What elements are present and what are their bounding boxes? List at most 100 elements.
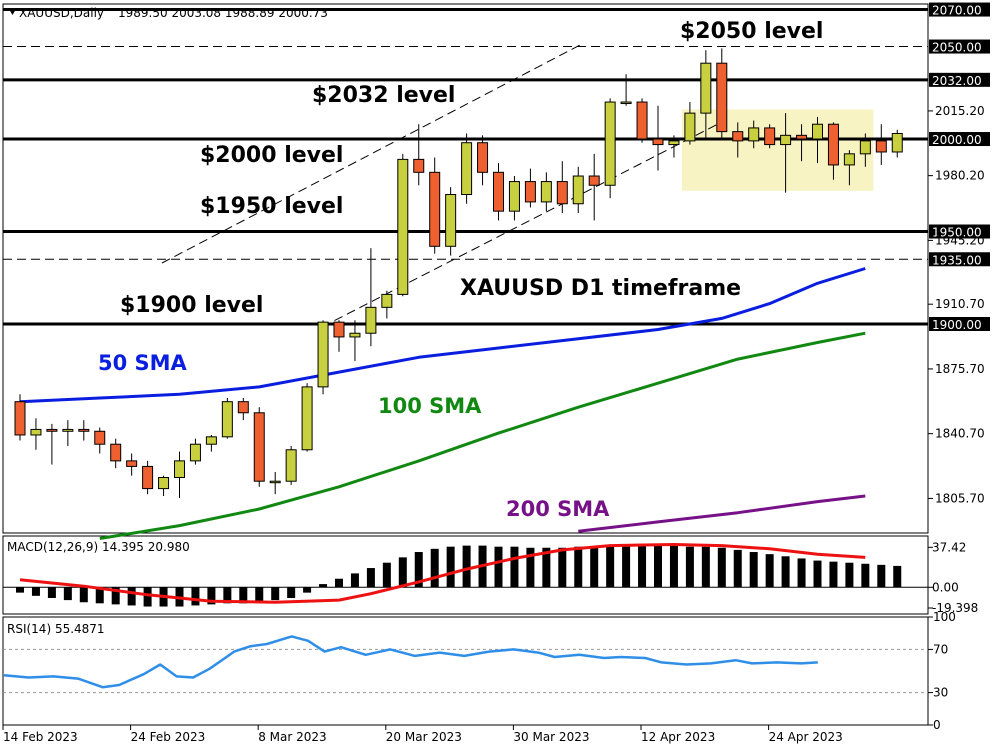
candle-body bbox=[62, 428, 74, 432]
rsi-panel bbox=[2, 616, 929, 726]
candle-body bbox=[891, 132, 903, 153]
symbol-label: XAUUSD,Daily bbox=[19, 6, 104, 20]
macd-histogram-bar bbox=[111, 587, 120, 605]
rsi-tick-label: 30 bbox=[933, 686, 948, 700]
macd-histogram-bar bbox=[733, 549, 742, 588]
macd-histogram-bar bbox=[574, 546, 583, 588]
macd-histogram-bar bbox=[797, 558, 806, 588]
candle-body bbox=[796, 134, 808, 140]
candle-body bbox=[317, 321, 329, 388]
collapse-triangle-icon[interactable] bbox=[9, 9, 16, 15]
candle-body bbox=[700, 62, 712, 114]
level-2032-annotation: $2032 level bbox=[312, 83, 455, 108]
macd-histogram-bar bbox=[319, 584, 328, 588]
price-level-box-2032.00 bbox=[929, 72, 990, 87]
macd-histogram-bar bbox=[462, 545, 471, 588]
candle-body bbox=[126, 460, 138, 467]
price-level-box-1900.00 bbox=[929, 316, 990, 331]
price-panel bbox=[2, 3, 929, 534]
macd-tick-label: 37.42 bbox=[932, 540, 966, 554]
sma50-annotation: 50 SMA bbox=[98, 351, 188, 375]
time-axis: 14 Feb 2023 24 Feb 2023 8 Mar 2023 20 Mar 2… bbox=[2, 725, 843, 744]
macd-histogram-bar bbox=[127, 587, 136, 606]
macd-tick-label: 0.00 bbox=[932, 580, 959, 594]
rsi-line bbox=[3, 635, 818, 689]
sma100-annotation: 100 SMA bbox=[378, 394, 482, 418]
price-level-box-2050.00 bbox=[929, 39, 990, 54]
macd-histogram-bar bbox=[63, 587, 72, 601]
candle-body bbox=[413, 158, 425, 173]
demand-zone-layer bbox=[681, 109, 874, 191]
x-tick-label: 12 Apr 2023 bbox=[641, 730, 715, 744]
macd-histogram-bar bbox=[191, 587, 200, 606]
candle-body bbox=[14, 401, 26, 436]
y-tick-label: 1945.20 bbox=[935, 233, 985, 247]
macd-histogram-bar bbox=[255, 587, 264, 603]
macd-histogram-bar bbox=[590, 546, 599, 588]
y-tick-label: 1840.70 bbox=[935, 427, 985, 441]
x-tick-label: 24 Feb 2023 bbox=[131, 730, 206, 744]
candle-body bbox=[716, 62, 728, 133]
price-level-label-2032.00: 2032.00 bbox=[932, 74, 982, 88]
sma200-line bbox=[578, 494, 866, 533]
candle-body bbox=[668, 140, 680, 146]
candle-body bbox=[78, 428, 90, 432]
price-axis: 2070.00 2050.00 2032.00 2000.00 1950.00 1935.… bbox=[928, 2, 990, 505]
candle-body bbox=[493, 171, 504, 212]
candle-body bbox=[94, 430, 106, 445]
candle-body bbox=[812, 123, 823, 140]
y-tick-label: 1980.20 bbox=[935, 169, 985, 183]
candle-body bbox=[477, 142, 489, 173]
candle-body bbox=[158, 477, 170, 490]
candle-body bbox=[269, 480, 281, 484]
macd-histogram-bar bbox=[207, 587, 216, 605]
x-tick-label: 8 Mar 2023 bbox=[258, 730, 326, 744]
macd-histogram-bar bbox=[845, 562, 854, 588]
macd-histogram-bar bbox=[861, 563, 870, 588]
level-2050-annotation: $2050 level bbox=[680, 19, 823, 44]
macd-histogram-bar bbox=[223, 587, 232, 604]
macd-histogram-bar bbox=[350, 573, 359, 588]
price-level-label-2050.00: 2050.00 bbox=[932, 41, 982, 55]
candle-body bbox=[110, 443, 122, 462]
channel-upper-line bbox=[161, 43, 583, 264]
macd-histogram-bar bbox=[669, 545, 678, 588]
macd-histogram-bar bbox=[414, 552, 423, 588]
macd-histogram-bar bbox=[654, 545, 662, 588]
macd-histogram-bar bbox=[239, 587, 248, 604]
candle-body bbox=[205, 436, 217, 445]
candle-body bbox=[748, 127, 760, 142]
candle-body bbox=[237, 401, 249, 414]
candle-body bbox=[604, 101, 616, 186]
channel-lower-line bbox=[321, 122, 721, 328]
x-tick-label: 14 Feb 2023 bbox=[3, 730, 78, 744]
macd-histogram-bar bbox=[271, 587, 280, 601]
candle-body bbox=[461, 142, 473, 196]
macd-histogram-bar bbox=[813, 560, 822, 588]
x-tick-label: 20 Mar 2023 bbox=[386, 730, 462, 744]
macd-histogram-bar bbox=[16, 587, 24, 593]
candle-layer bbox=[14, 48, 903, 498]
candle-body bbox=[684, 112, 696, 142]
candle-body bbox=[620, 101, 632, 105]
trend-channel-layer bbox=[161, 43, 721, 328]
macd-histogram-bar bbox=[31, 587, 40, 596]
macd-histogram-bar bbox=[558, 547, 567, 588]
candle-body bbox=[142, 465, 154, 490]
macd-histogram-bar bbox=[95, 587, 104, 604]
candle-body bbox=[46, 428, 58, 432]
candle-body bbox=[253, 412, 265, 482]
candle-body bbox=[588, 175, 600, 186]
macd-histogram-bar bbox=[606, 545, 615, 588]
y-tick-label: 1875.70 bbox=[935, 362, 985, 376]
macd-histogram-bar bbox=[287, 587, 296, 598]
price-level-label-2000.00: 2000.00 bbox=[932, 133, 982, 147]
rsi-tick-label: 70 bbox=[933, 642, 948, 656]
macd-histogram-bar bbox=[398, 557, 407, 588]
macd-histogram-bar bbox=[510, 546, 519, 588]
candle-body bbox=[556, 181, 568, 205]
level-1950-annotation: $1950 level bbox=[200, 194, 343, 219]
candle-body bbox=[30, 428, 42, 436]
level-2000-annotation: $2000 level bbox=[200, 143, 343, 168]
macd-histogram-bar bbox=[303, 587, 312, 593]
